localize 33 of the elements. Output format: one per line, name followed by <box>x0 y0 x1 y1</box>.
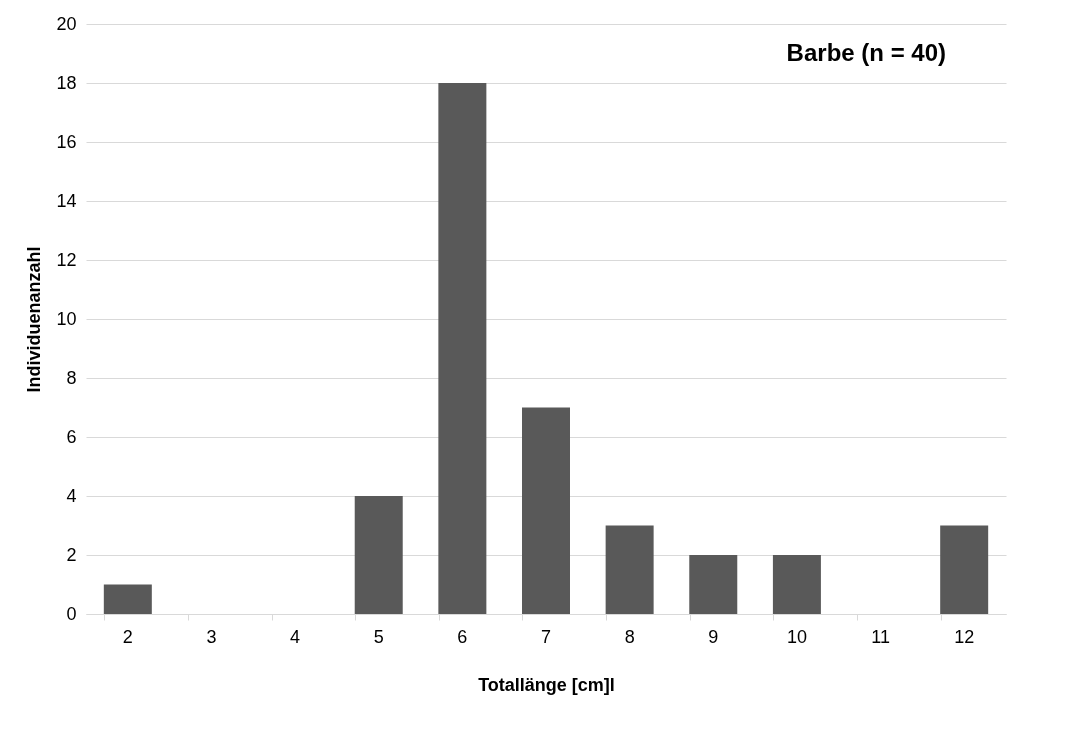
y-axis-title: Individuenanzahl <box>24 246 45 393</box>
y-tick-label: 8 <box>66 367 77 388</box>
y-tick-label: 14 <box>56 190 77 211</box>
x-tick-label: 7 <box>540 626 552 647</box>
x-tick-label: 3 <box>206 626 217 647</box>
x-tick-label: 11 <box>871 626 890 647</box>
y-tick-label: 16 <box>56 131 77 152</box>
y-tick-label: 18 <box>56 72 77 93</box>
y-tick-label: 2 <box>66 544 77 565</box>
y-tick-label: 0 <box>66 603 77 624</box>
bar <box>689 555 738 614</box>
x-tick-label: 12 <box>954 626 975 647</box>
x-axis-title: Totallänge [cm]l <box>478 674 615 695</box>
x-tick-label: 10 <box>786 626 807 647</box>
bar <box>940 525 989 614</box>
bar <box>522 407 570 614</box>
x-tick-label: 2 <box>122 626 133 647</box>
bar <box>354 496 403 614</box>
x-tick-label: 9 <box>708 626 719 647</box>
y-tick-label: 10 <box>56 308 77 329</box>
bar <box>103 584 152 614</box>
y-tick-label: 4 <box>66 485 77 506</box>
bar <box>605 525 654 614</box>
y-tick-label: 6 <box>66 426 77 447</box>
bar <box>438 83 487 614</box>
bar <box>772 555 821 614</box>
x-tick-label: 5 <box>373 626 384 647</box>
x-tick-label: 6 <box>457 626 468 647</box>
x-tick-label: 8 <box>624 626 635 647</box>
y-tick-label: 20 <box>56 13 77 34</box>
annotation: Barbe (n = 40) <box>786 39 946 66</box>
x-tick-label: 4 <box>290 626 301 647</box>
y-tick-label: 12 <box>56 249 77 270</box>
